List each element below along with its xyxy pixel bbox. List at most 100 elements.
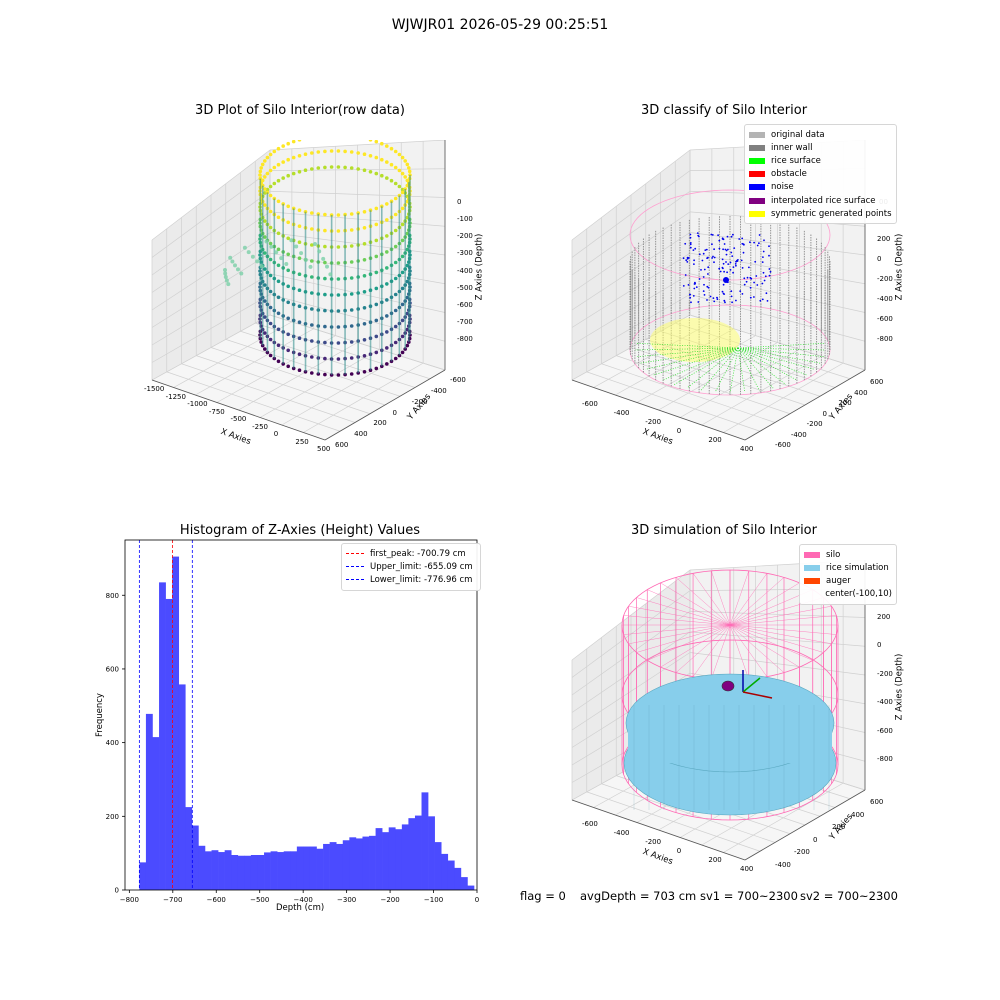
legend-item: rice simulation bbox=[804, 561, 892, 574]
rice-surface-ray bbox=[737, 347, 815, 370]
scatter-point bbox=[323, 340, 327, 345]
histogram-bar bbox=[283, 851, 291, 890]
panel4-z-tick: -400 bbox=[877, 698, 893, 707]
y-tick-label: 400 bbox=[106, 739, 119, 747]
scatter-point bbox=[393, 292, 398, 297]
scatter-point bbox=[321, 256, 326, 261]
scatter-point bbox=[310, 307, 314, 311]
scatter-point bbox=[286, 316, 290, 321]
scatter-point bbox=[268, 184, 273, 189]
noise-point bbox=[745, 280, 748, 283]
scatter-point bbox=[263, 187, 267, 191]
noise-point bbox=[731, 255, 734, 257]
panel2-legend: original data inner wall rice surface obsta… bbox=[744, 124, 897, 225]
panel1-z-tick: -800 bbox=[457, 335, 473, 343]
noise-point bbox=[732, 271, 734, 274]
silo-roof-spoke bbox=[729, 624, 800, 668]
rice-surface-ray bbox=[686, 347, 739, 389]
scatter-point bbox=[303, 168, 308, 172]
scatter-point bbox=[303, 152, 308, 156]
panel4-y-tick: 400 bbox=[851, 810, 865, 819]
noise-point bbox=[707, 286, 710, 289]
noise-point bbox=[689, 246, 692, 249]
noise-point bbox=[749, 296, 752, 299]
noise-point bbox=[722, 283, 725, 286]
scatter-point bbox=[403, 175, 408, 179]
histogram-bar bbox=[211, 850, 219, 890]
noise-point bbox=[713, 261, 715, 264]
noise-point bbox=[756, 244, 759, 247]
noise-point bbox=[768, 268, 771, 270]
silo-roof-spoke bbox=[636, 624, 731, 653]
scatter-point bbox=[343, 149, 347, 154]
panel1-z-tick: -200 bbox=[457, 232, 473, 241]
panel4-plot bbox=[571, 560, 866, 861]
noise-point bbox=[693, 287, 696, 290]
scatter-point bbox=[323, 212, 327, 217]
scatter-point bbox=[374, 238, 379, 243]
scatter-point bbox=[397, 152, 402, 157]
scatter-point bbox=[268, 168, 273, 173]
scatter-point bbox=[385, 266, 389, 270]
scatter-point bbox=[397, 193, 402, 198]
histogram-bar bbox=[447, 860, 455, 890]
scatter-point bbox=[281, 144, 285, 148]
scatter-point bbox=[393, 181, 398, 186]
scatter-point bbox=[313, 242, 317, 246]
scatter-point bbox=[265, 155, 270, 160]
panel1-z-tick: -500 bbox=[457, 283, 473, 292]
scatter-point bbox=[276, 146, 281, 151]
noise-point bbox=[682, 285, 685, 287]
panel1-y-tick: -600 bbox=[450, 376, 466, 384]
scatter-point bbox=[336, 165, 341, 169]
noise-point bbox=[706, 299, 708, 301]
scatter-point bbox=[276, 359, 281, 364]
histogram-bars bbox=[139, 556, 475, 890]
noise-point bbox=[707, 273, 709, 275]
panel1-x-tick: -1250 bbox=[165, 392, 186, 401]
noise-point bbox=[711, 234, 714, 236]
rice-surface-ray bbox=[729, 347, 739, 393]
histogram-bar bbox=[414, 815, 422, 890]
scatter-point bbox=[310, 211, 314, 215]
panel1-x-tick: -1000 bbox=[187, 400, 208, 408]
scatter-point bbox=[393, 165, 398, 170]
legend-item: silo bbox=[804, 548, 892, 561]
scatter-point bbox=[362, 242, 367, 246]
scatter-point bbox=[224, 278, 229, 283]
scatter-point bbox=[276, 162, 281, 167]
scatter-point bbox=[255, 259, 260, 264]
panel1-y-tick: 0 bbox=[392, 408, 397, 417]
scatter-point bbox=[272, 181, 277, 186]
scatter-point bbox=[268, 273, 273, 278]
scatter-point bbox=[368, 208, 373, 212]
noise-point bbox=[724, 248, 727, 251]
noise-point bbox=[701, 259, 704, 262]
scatter-point bbox=[297, 320, 302, 324]
histogram-bar bbox=[382, 832, 390, 890]
scatter-point bbox=[297, 304, 302, 308]
y-tick-label: 600 bbox=[106, 665, 119, 673]
scatter-point bbox=[329, 373, 334, 377]
noise-point bbox=[725, 249, 728, 252]
scatter-point bbox=[228, 255, 233, 260]
histogram-bar bbox=[257, 855, 265, 890]
scatter-point bbox=[323, 244, 327, 249]
scatter-point bbox=[263, 331, 267, 335]
panel4-x-tick: 400 bbox=[740, 865, 754, 873]
silo-roof-spoke bbox=[729, 624, 837, 635]
scatter-point bbox=[258, 336, 263, 341]
panel1-z-tick: -600 bbox=[457, 300, 473, 309]
noise-point bbox=[737, 259, 739, 261]
scatter-point bbox=[297, 272, 302, 276]
histogram-bar bbox=[388, 827, 396, 890]
panel4-z-tick: -800 bbox=[877, 755, 893, 763]
legend-item: symmetric generated points bbox=[749, 207, 892, 220]
histogram-bar bbox=[277, 852, 285, 890]
scatter-point bbox=[310, 227, 314, 231]
silo-roof-spoke bbox=[729, 624, 824, 653]
histogram-bar bbox=[165, 598, 173, 890]
panel4-y-tick: 600 bbox=[870, 798, 884, 806]
scatter-point bbox=[289, 238, 294, 243]
noise-point bbox=[713, 256, 716, 259]
